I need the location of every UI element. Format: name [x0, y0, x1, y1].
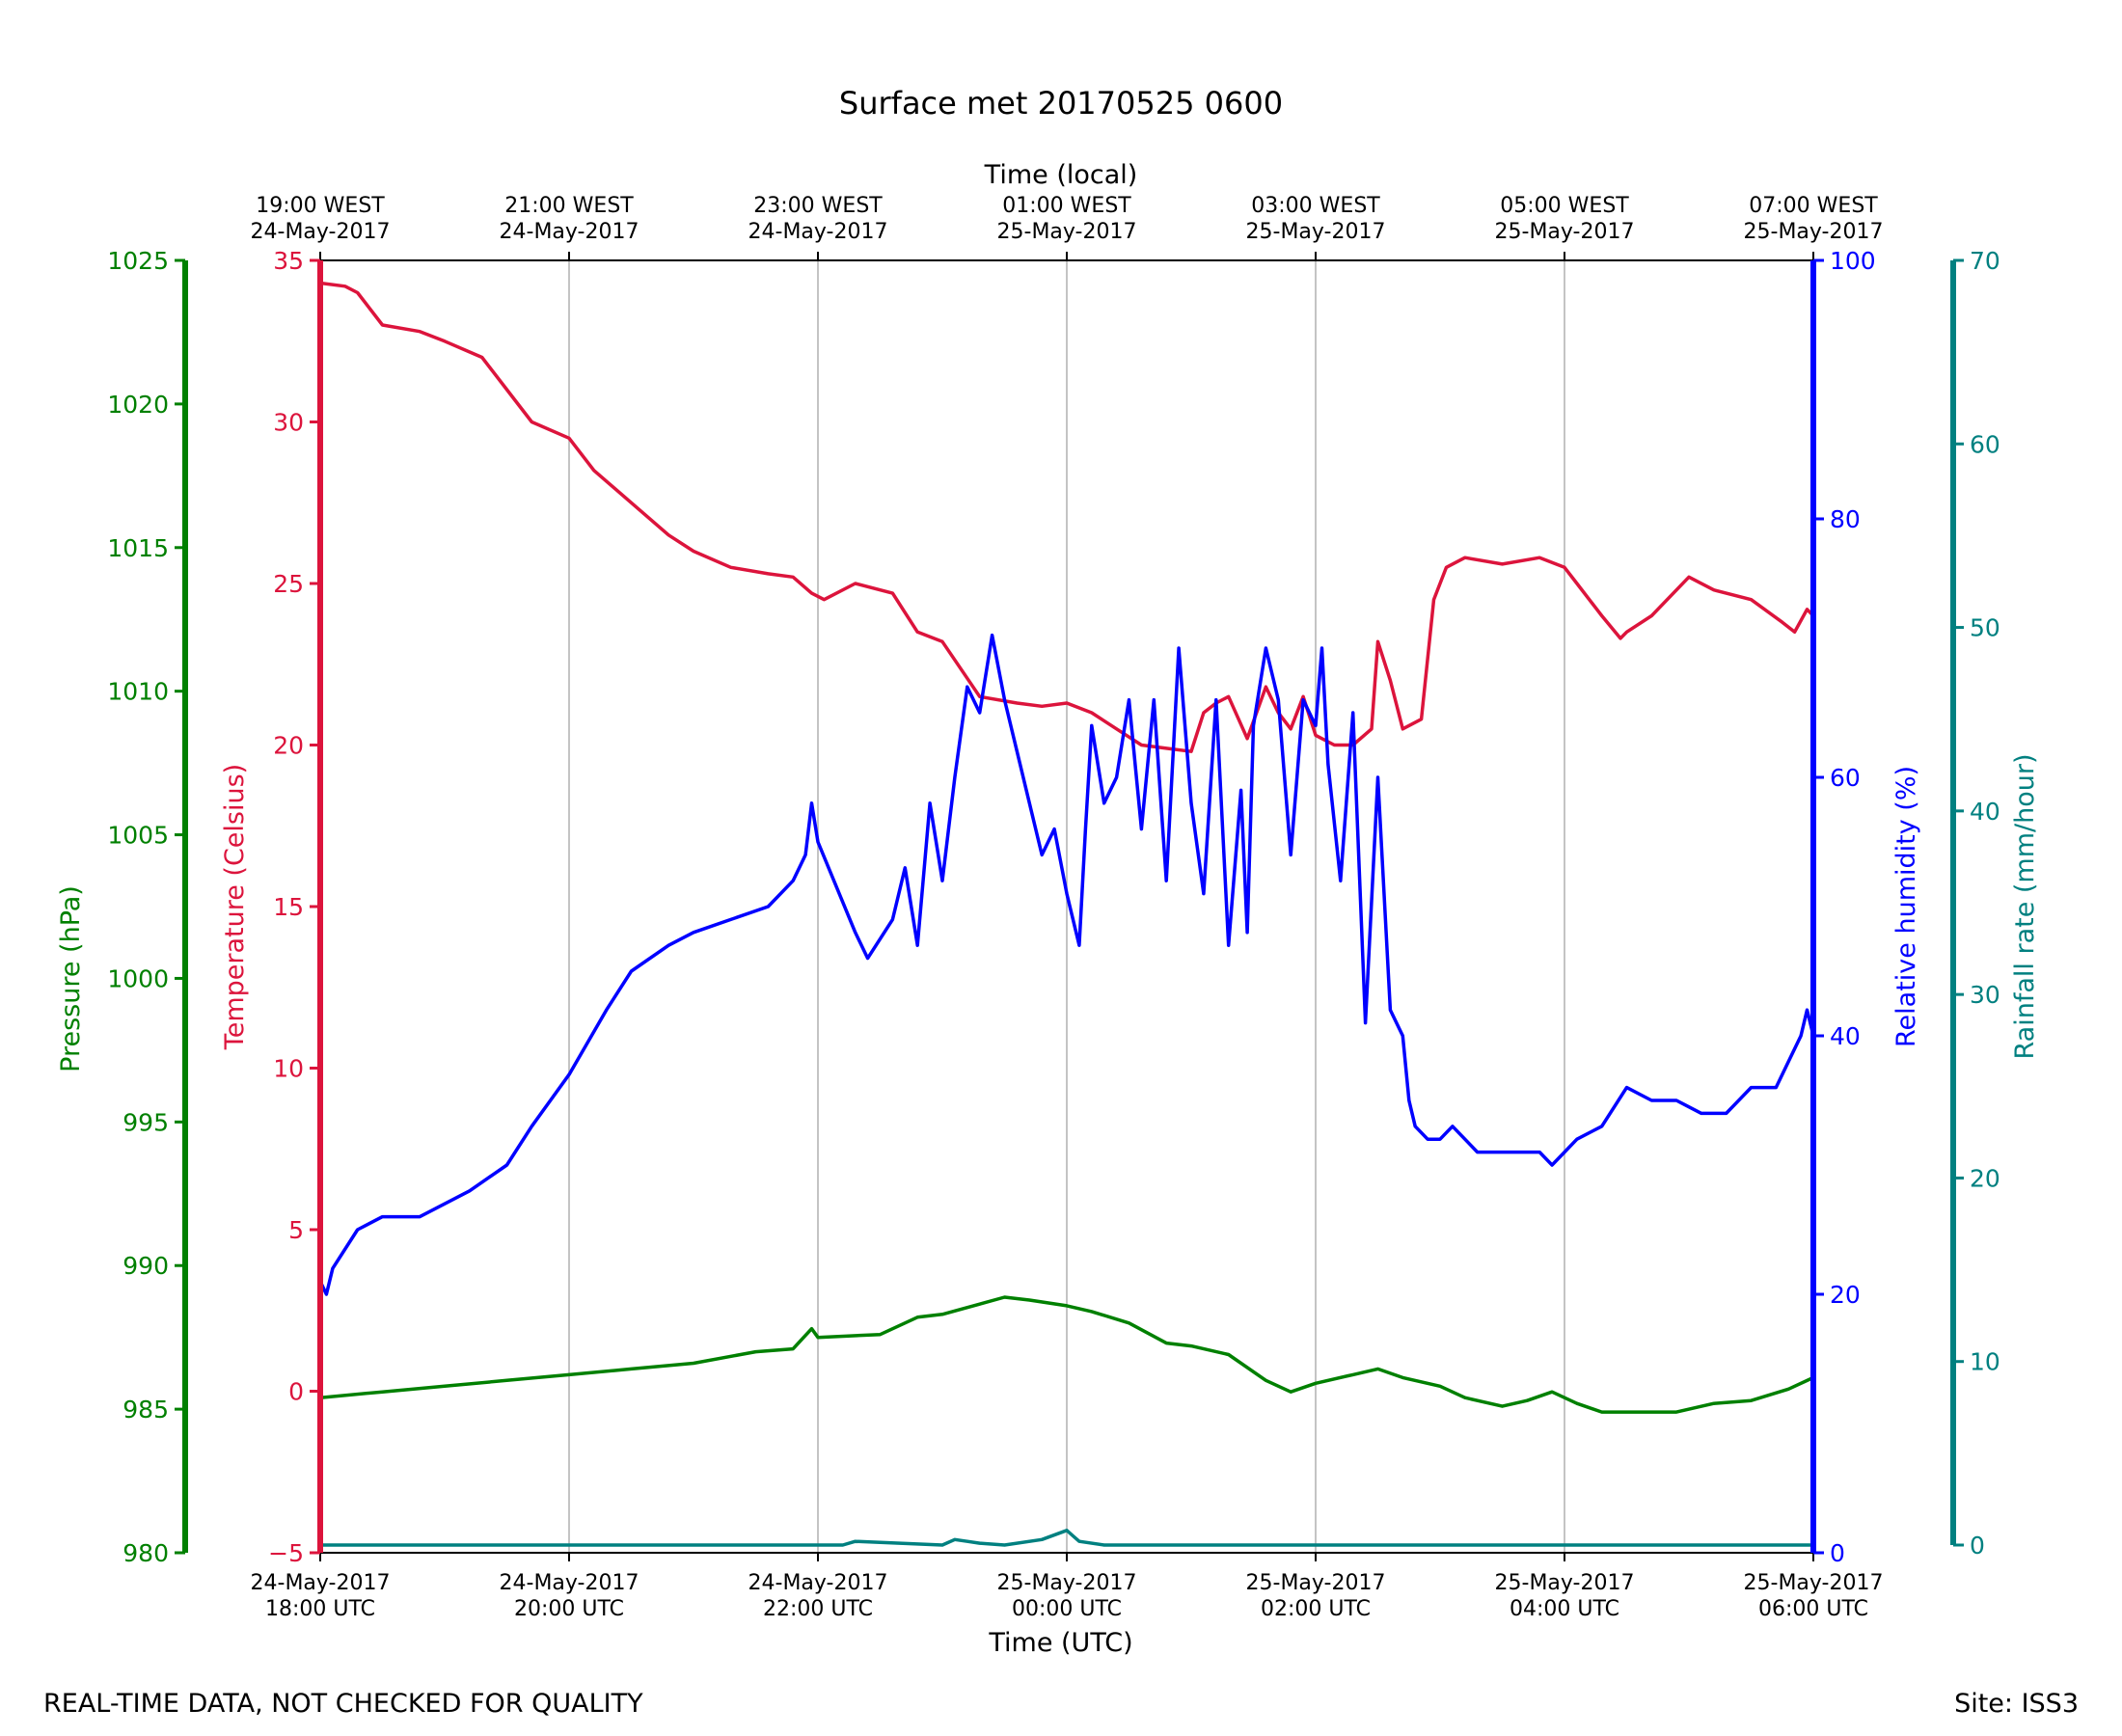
- top-axis-label: Time (local): [984, 160, 1138, 190]
- temperature-tick-label: 10: [273, 1055, 304, 1083]
- temperature-tick-label: 35: [273, 247, 304, 275]
- temperature-axis-label: Temperature (Celsius): [220, 764, 250, 1050]
- bottom-tick-label-date: 24-May-2017: [251, 1571, 391, 1595]
- bottom-tick-label-time: 02:00 UTC: [1261, 1597, 1371, 1621]
- rainfall-tick-label: 70: [1970, 247, 2000, 275]
- bottom-axis-label: Time (UTC): [988, 1628, 1132, 1658]
- top-tick-label-time: 03:00 WEST: [1251, 194, 1380, 218]
- humidity-tick-label: 0: [1830, 1539, 1845, 1567]
- humidity-tick-label: 60: [1830, 764, 1861, 792]
- bottom-tick-label-time: 20:00 UTC: [514, 1597, 624, 1621]
- pressure-tick-label: 995: [122, 1108, 169, 1136]
- pressure-tick-label: 1025: [107, 247, 169, 275]
- temperature-line: [319, 281, 1815, 753]
- temperature-tick-label: 0: [288, 1378, 304, 1406]
- temperature-tick-label: 30: [273, 409, 304, 437]
- rainfall-tick-label: 0: [1970, 1532, 1985, 1560]
- bottom-tick-label-time: 22:00 UTC: [763, 1597, 873, 1621]
- top-tick-label-time: 01:00 WEST: [1002, 194, 1131, 218]
- bottom-tick-label-date: 24-May-2017: [500, 1571, 639, 1595]
- top-tick-label-time: 07:00 WEST: [1749, 194, 1878, 218]
- humidity-tick-label: 40: [1830, 1022, 1861, 1050]
- bottom-tick-label-time: 06:00 UTC: [1758, 1597, 1868, 1621]
- bottom-tick-label-date: 25-May-2017: [997, 1571, 1137, 1595]
- bottom-tick-label-date: 25-May-2017: [1246, 1571, 1386, 1595]
- top-tick-label-date: 25-May-2017: [997, 220, 1137, 244]
- rainfall-axis-label: Rainfall rate (mm/hour): [2010, 754, 2040, 1060]
- site-label: Site: ISS3: [1954, 1689, 2079, 1719]
- pressure-tick-label: 1005: [107, 822, 169, 850]
- temperature-tick-label: 5: [288, 1216, 304, 1244]
- pressure-line: [319, 1295, 1814, 1414]
- humidity-tick-label: 80: [1830, 505, 1861, 533]
- bottom-tick-label-date: 25-May-2017: [1744, 1571, 1884, 1595]
- pressure-tick-label: 1010: [107, 678, 169, 706]
- top-tick-label-time: 23:00 WEST: [753, 194, 883, 218]
- data-series: [318, 281, 1815, 1547]
- rainfall-tick-label: 20: [1970, 1164, 2000, 1192]
- chart-title: Surface met 20170525 0600: [839, 85, 1283, 122]
- rainfall-tick-label: 10: [1970, 1348, 2000, 1376]
- rainfall-tick-label: 60: [1970, 430, 2000, 458]
- bottom-tick-label-time: 18:00 UTC: [265, 1597, 375, 1621]
- top-tick-label-date: 25-May-2017: [1246, 220, 1386, 244]
- pressure-tick-label: 980: [122, 1539, 169, 1567]
- humidity-axis-label: Relative humidity (%): [1891, 766, 1921, 1047]
- pressure-tick-label: 1000: [107, 964, 169, 992]
- rainfall-rate-line: [320, 1529, 1813, 1547]
- pressure-tick-label: 1020: [107, 391, 169, 419]
- humidity-tick-label: 20: [1830, 1281, 1861, 1309]
- top-tick-label-time: 21:00 WEST: [504, 194, 634, 218]
- bottom-tick-label-time: 04:00 UTC: [1510, 1597, 1619, 1621]
- pressure-tick-label: 985: [122, 1396, 169, 1424]
- temperature-tick-label: 25: [273, 570, 304, 598]
- pressure-tick-label: 1015: [107, 534, 169, 562]
- temperature-tick-label: −5: [268, 1539, 304, 1567]
- top-tick-label-date: 24-May-2017: [251, 220, 391, 244]
- rainfall-tick-label: 50: [1970, 614, 2000, 642]
- quality-disclaimer: REAL-TIME DATA, NOT CHECKED FOR QUALITY: [43, 1689, 643, 1719]
- top-tick-label-date: 24-May-2017: [500, 220, 639, 244]
- top-tick-label-date: 24-May-2017: [748, 220, 888, 244]
- rainfall-tick-label: 40: [1970, 798, 2000, 826]
- temperature-tick-label: 20: [273, 732, 304, 760]
- top-tick-label-time: 19:00 WEST: [256, 194, 385, 218]
- temperature-tick-label: 15: [273, 893, 304, 921]
- rainfall-tick-label: 30: [1970, 981, 2000, 1009]
- bottom-tick-label-date: 25-May-2017: [1495, 1571, 1635, 1595]
- pressure-tick-label: 990: [122, 1252, 169, 1280]
- top-tick-label-date: 25-May-2017: [1744, 220, 1884, 244]
- top-tick-label-time: 05:00 WEST: [1500, 194, 1629, 218]
- pressure-axis-label: Pressure (hPa): [56, 885, 86, 1072]
- relative-humidity-line: [318, 633, 1815, 1296]
- top-tick-label-date: 25-May-2017: [1495, 220, 1635, 244]
- bottom-tick-label-date: 24-May-2017: [748, 1571, 888, 1595]
- humidity-tick-label: 100: [1830, 247, 1876, 275]
- bottom-tick-label-time: 00:00 UTC: [1012, 1597, 1122, 1621]
